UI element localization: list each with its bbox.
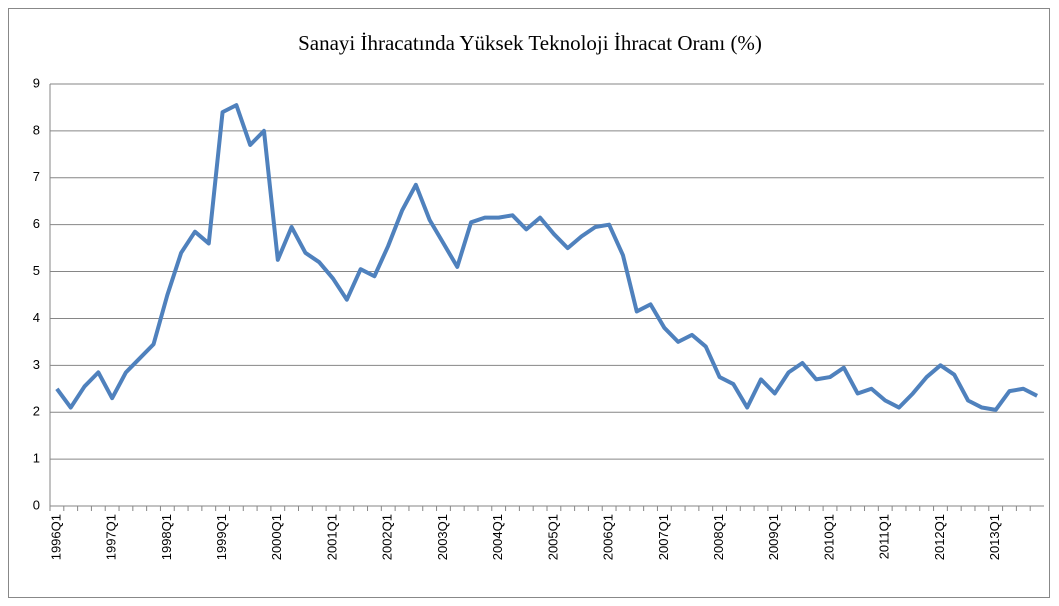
x-tick-label: 2011Q1 (877, 514, 892, 559)
x-tick-label: 1999Q1 (214, 514, 229, 560)
x-tick-label: 2003Q1 (435, 514, 450, 560)
x-tick-label: 2000Q1 (269, 514, 284, 560)
x-tick-label: 2009Q1 (766, 514, 781, 560)
x-tick-label: 1997Q1 (104, 514, 119, 560)
x-tick-label: 2010Q1 (821, 514, 836, 560)
y-tick-label: 5 (33, 263, 40, 278)
chart-border (8, 8, 1050, 598)
data-line (55, 103, 1039, 412)
y-tick-label: 0 (33, 497, 40, 512)
x-tick-label: 2004Q1 (490, 514, 505, 560)
x-tick-label: 2013Q1 (987, 514, 1002, 560)
x-tick-label: 2007Q1 (656, 514, 671, 560)
x-tick-label: 2012Q1 (932, 514, 947, 560)
x-tick-label: 2002Q1 (380, 514, 395, 560)
y-tick-label: 6 (33, 216, 40, 231)
x-tick-label: 2008Q1 (711, 514, 726, 560)
x-tick-label: 1996Q1 (48, 514, 63, 560)
y-tick-label: 7 (33, 169, 40, 184)
y-tick-label: 4 (33, 310, 40, 325)
y-tick-label: 9 (33, 75, 40, 90)
y-tick-label: 8 (33, 122, 40, 137)
y-tick-label: 1 (33, 451, 40, 466)
chart-title: Sanayi İhracatında Yüksek Teknoloji İhra… (298, 31, 762, 55)
x-tick-label: 2006Q1 (601, 514, 616, 560)
x-tick-label: 1998Q1 (159, 514, 174, 560)
y-tick-label: 2 (33, 404, 40, 419)
x-tick-label: 2001Q1 (324, 514, 339, 560)
y-tick-label: 3 (33, 357, 40, 372)
x-tick-label: 2005Q1 (545, 514, 560, 560)
